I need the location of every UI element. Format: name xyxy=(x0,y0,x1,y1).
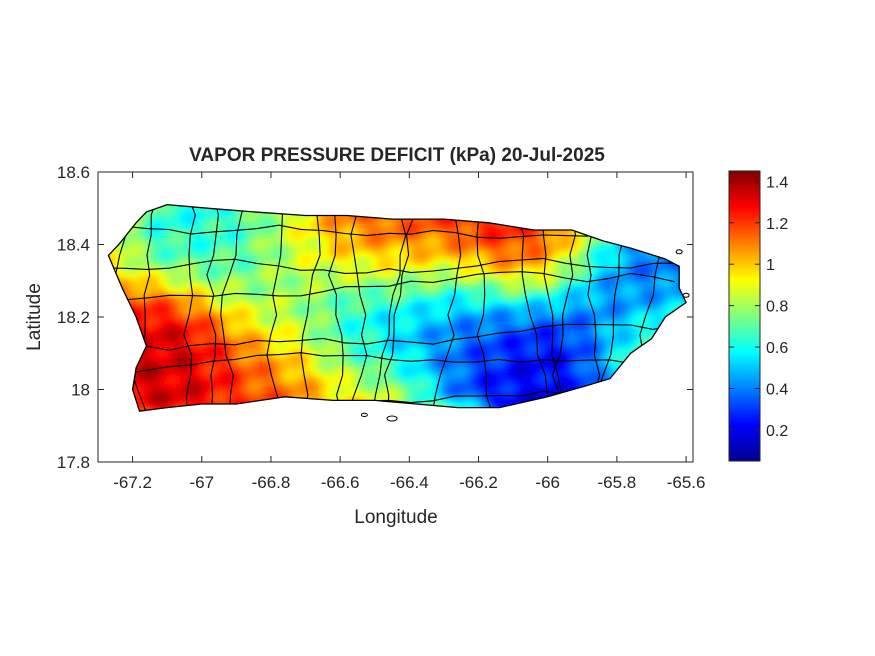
y-tick-label: 18.4 xyxy=(57,236,90,255)
colorbar-tick-label: 0.8 xyxy=(766,299,788,316)
colorbar xyxy=(728,170,761,462)
colorbar-tick-label: 1.2 xyxy=(766,216,788,233)
x-tick-label: -67.2 xyxy=(113,473,152,492)
y-tick-label: 18 xyxy=(71,381,90,400)
y-tick-label: 17.8 xyxy=(57,453,90,472)
y-tick-label: 18.6 xyxy=(57,163,90,182)
colorbar-tick-label: 0.6 xyxy=(766,340,788,357)
colorbar-ticks: 0.2 0.4 0.6 0.8 1 1.2 1.4 xyxy=(729,174,788,440)
colorbar-tick-label: 0.4 xyxy=(766,382,788,399)
chart-title: VAPOR PRESSURE DEFICIT (kPa) 20-Jul-2025 xyxy=(189,145,605,166)
x-tick-label: -66.4 xyxy=(390,473,429,492)
y-axis: 17.8 18 18.2 18.4 18.6 xyxy=(57,163,693,472)
colorbar-tick-label: 1.4 xyxy=(766,174,788,191)
x-tick-label: -67 xyxy=(189,473,214,492)
x-tick-label: -65.6 xyxy=(667,473,706,492)
x-axis-label: Longitude xyxy=(354,507,437,528)
island-coastline xyxy=(107,203,687,412)
x-tick-label: -66.6 xyxy=(321,473,360,492)
x-tick-label: -66.8 xyxy=(252,473,291,492)
x-tick-label: -66 xyxy=(535,473,560,492)
colorbar-tick-label: 1 xyxy=(766,257,775,274)
y-tick-label: 18.2 xyxy=(57,308,90,327)
offshore-islets xyxy=(360,249,690,422)
colorbar-tick-label: 0.2 xyxy=(766,423,788,440)
y-axis-label: Latitude xyxy=(24,283,45,351)
municipality-boundaries xyxy=(108,204,687,412)
x-tick-label: -66.2 xyxy=(459,473,498,492)
x-tick-label: -65.8 xyxy=(598,473,637,492)
x-axis: -67.2 -67 -66.8 -66.6 -66.4 -66.2 -66 -65.8 -65.… xyxy=(113,172,705,492)
